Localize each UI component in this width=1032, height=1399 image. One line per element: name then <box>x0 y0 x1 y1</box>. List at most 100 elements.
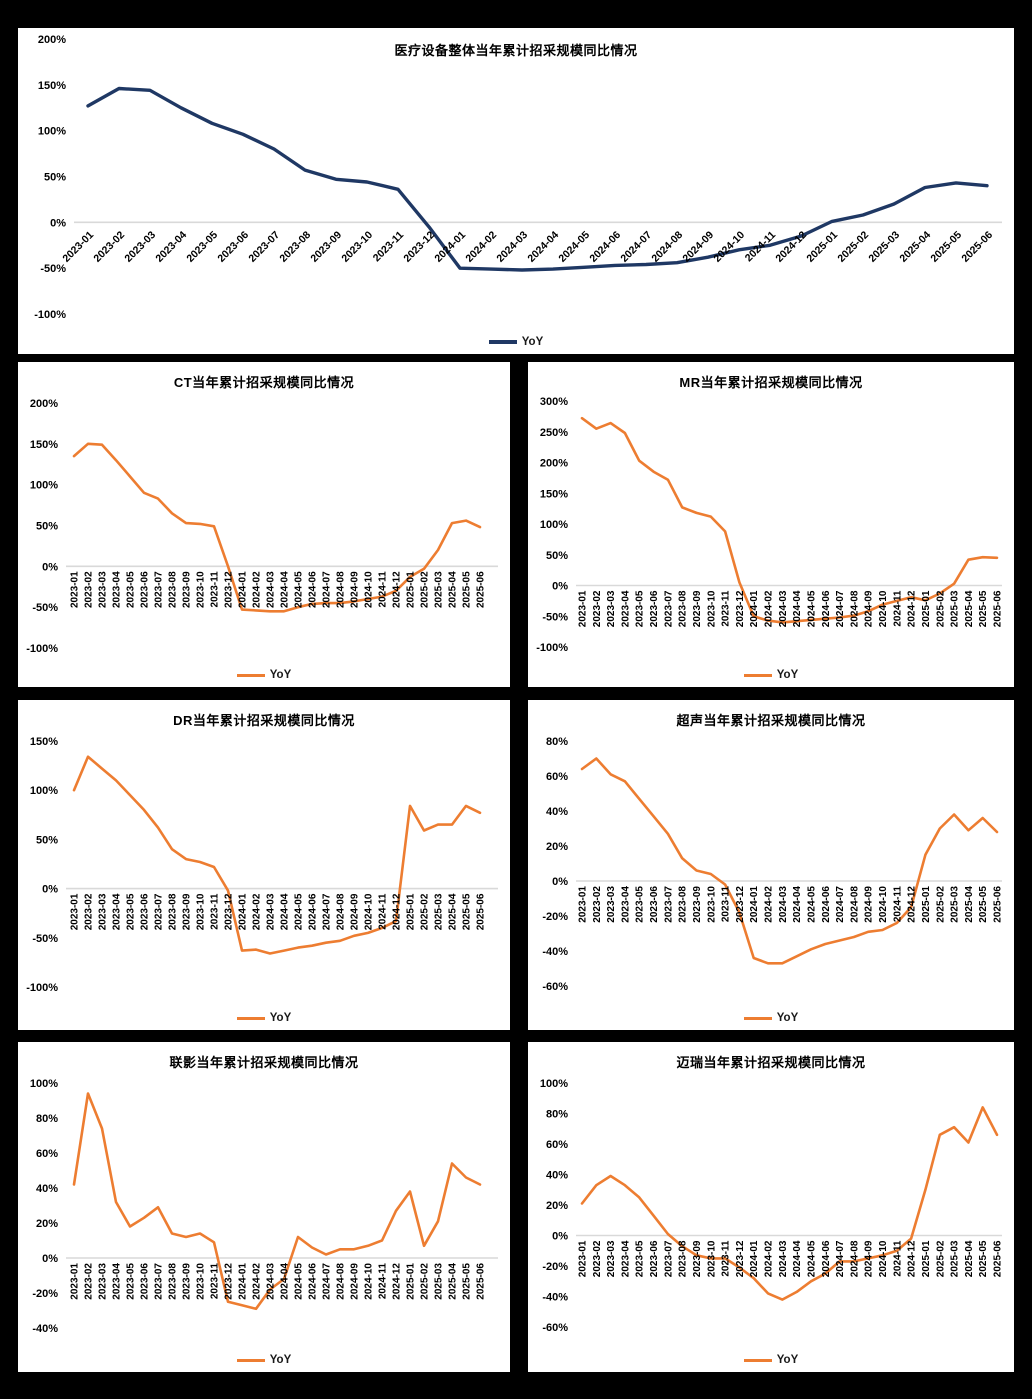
y-tick-label: 200% <box>30 398 58 410</box>
y-tick-label: 250% <box>540 427 568 439</box>
x-tick-label: 2023-11 <box>371 229 406 264</box>
x-tick-label: 2024-11 <box>892 886 903 923</box>
x-tick-label: 2024-12 <box>773 229 809 265</box>
x-tick-label: 2023-10 <box>706 886 717 923</box>
x-tick-label: 2023-05 <box>126 571 137 608</box>
x-tick-label: 2024-02 <box>764 590 775 627</box>
legend: YoY <box>18 1012 510 1024</box>
chart-title: DR当年累计招采规模同比情况 <box>173 713 355 728</box>
x-tick-label: 2024-01 <box>238 571 249 608</box>
x-tick-label: 2023-11 <box>721 1240 732 1277</box>
x-tick-label: 2023-03 <box>98 1263 109 1300</box>
x-tick-label: 2024-10 <box>878 1240 889 1277</box>
y-tick-label: 100% <box>540 519 568 531</box>
x-tick-label: 2024-08 <box>849 590 860 627</box>
x-tick-label: 2025-01 <box>406 1263 417 1300</box>
chart-title: 医疗设备整体当年累计招采规模同比情况 <box>394 43 638 58</box>
chart-title: 联影当年累计招采规模同比情况 <box>169 1055 359 1070</box>
x-tick-label: 2024-06 <box>587 229 623 265</box>
y-tick-label: 80% <box>546 1109 568 1121</box>
y-tick-label: -60% <box>542 981 568 993</box>
x-tick-label: 2023-06 <box>649 590 660 627</box>
x-tick-label: 2023-01 <box>578 886 589 923</box>
x-tick-label: 2024-10 <box>878 886 889 923</box>
x-tick-label: 2025-03 <box>434 1263 445 1300</box>
x-tick-label: 2024-02 <box>764 886 775 923</box>
y-tick-label: 150% <box>30 736 58 748</box>
x-tick-label: 2023-03 <box>606 590 617 627</box>
x-tick-label: 2025-03 <box>950 590 961 627</box>
x-tick-label: 2023-04 <box>620 1240 631 1277</box>
x-tick-label: 2023-07 <box>663 590 674 627</box>
x-tick-label: 2025-01 <box>406 893 417 930</box>
x-tick-label: 2024-12 <box>392 893 403 930</box>
legend-line-swatch <box>488 340 517 344</box>
x-tick-label: 2024-07 <box>835 1240 846 1277</box>
x-tick-label: 2024-01 <box>749 1240 760 1277</box>
y-tick-label: 100% <box>30 480 58 492</box>
y-tick-label: -100% <box>536 642 568 654</box>
x-tick-label: 2023-07 <box>663 1240 674 1277</box>
x-tick-label: 2023-01 <box>578 1240 589 1277</box>
x-tick-label: 2023-08 <box>168 571 179 608</box>
x-tick-label: 2023-09 <box>692 886 703 923</box>
y-tick-label: 50% <box>44 172 66 184</box>
chart-panel-mr: MR当年累计招采规模同比情况 300% 250% 200% 150% 100% 50% 0%… <box>528 362 1014 687</box>
x-tick-label: 2023-02 <box>592 590 603 627</box>
x-tick-label: 2023-12 <box>224 893 235 930</box>
yoy-line <box>72 1092 482 1311</box>
x-tick-label: 2025-02 <box>835 229 871 265</box>
x-tick-label: 2024-05 <box>556 229 592 265</box>
x-tick-label: 2023-06 <box>649 1240 660 1277</box>
x-tick-label: 2024-11 <box>892 1240 903 1277</box>
chart-title: CT当年累计招采规模同比情况 <box>173 375 355 390</box>
y-tick-label: -50% <box>32 602 58 614</box>
legend-label: YoY <box>521 336 544 348</box>
x-tick-label: 2024-06 <box>308 571 319 608</box>
legend-line-swatch <box>236 1358 265 1362</box>
x-tick-label: 2025-03 <box>434 571 445 608</box>
x-tick-label: 2024-12 <box>907 886 918 923</box>
yoy-line <box>72 755 482 955</box>
chart-panel-dr: DR当年累计招采规模同比情况 150% 100% 50% 0% -50% -100% 202… <box>18 700 510 1030</box>
chart-panel-ultrasound: 超声当年累计招采规模同比情况 80% 60% 40% 20% 0% -20% -40% -60… <box>528 700 1014 1030</box>
x-tick-label: 2024-07 <box>322 893 333 930</box>
yoy-line <box>72 442 482 613</box>
y-tick-label: 150% <box>30 439 58 451</box>
x-tick-label: 2023-08 <box>168 1263 179 1300</box>
x-tick-label: 2024-11 <box>892 590 903 627</box>
x-tick-label: 2025-02 <box>935 1240 946 1277</box>
x-tick-label: 2023-02 <box>84 893 95 930</box>
x-tick-label: 2024-01 <box>238 893 249 930</box>
x-tick-label: 2025-01 <box>406 571 417 608</box>
x-tick-label: 2023-11 <box>210 1263 221 1300</box>
x-tick-label: 2024-03 <box>266 893 277 930</box>
x-tick-label: 2024-09 <box>350 893 361 930</box>
x-tick-label: 2024-02 <box>252 893 263 930</box>
x-tick-label: 2024-07 <box>618 229 654 265</box>
x-tick-label: 2024-12 <box>392 571 403 608</box>
x-tick-label: 2024-03 <box>266 571 277 608</box>
y-tick-label: -40% <box>32 1323 58 1335</box>
y-tick-label: -100% <box>34 309 66 321</box>
x-tick-label: 2023-07 <box>154 893 165 930</box>
x-tick-label: 2023-09 <box>692 1240 703 1277</box>
y-tick-label: 50% <box>546 550 568 562</box>
x-tick-label: 2023-01 <box>60 229 96 265</box>
x-tick-label: 2025-03 <box>950 886 961 923</box>
x-tick-label: 2024-04 <box>280 893 291 930</box>
x-tick-label: 2025-05 <box>978 886 989 923</box>
x-tick-label: 2025-03 <box>866 229 902 265</box>
x-tick-label: 2024-08 <box>336 1263 347 1300</box>
yoy-line <box>86 86 989 272</box>
x-tick-label: 2025-01 <box>921 1240 932 1277</box>
legend: YoY <box>528 1012 1014 1024</box>
x-tick-label: 2025-02 <box>420 893 431 930</box>
x-tick-label: 2024-03 <box>494 229 530 265</box>
x-tick-label: 2023-01 <box>578 590 589 627</box>
x-tick-label: 2025-05 <box>978 590 989 627</box>
y-tick-label: 20% <box>546 1200 568 1212</box>
y-tick-label: -20% <box>542 1261 568 1273</box>
x-tick-label: 2025-02 <box>935 590 946 627</box>
